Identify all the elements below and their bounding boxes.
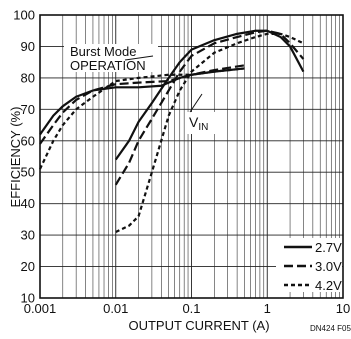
y-tick-label: 100	[13, 8, 35, 23]
series-layer	[39, 29, 305, 233]
legend: 2.7V 3.0V 4.2V	[276, 238, 342, 293]
y-tick-label: 40	[21, 196, 35, 211]
vin-label: VIN	[189, 114, 208, 133]
x-tick-label: 0.01	[103, 301, 128, 316]
y-tick-label: 10	[21, 291, 35, 306]
legend-label-2-7v: 2.7V	[315, 240, 342, 255]
series-line-4-2v-segment-2	[115, 32, 304, 233]
series-line-4-2v-segment-1	[39, 67, 245, 170]
y-tick-label: 90	[21, 39, 35, 54]
vin-label-bg	[186, 112, 216, 134]
series-line-2-7v-segment-2	[114, 29, 305, 161]
x-axis-title: OUTPUT CURRENT (A)	[128, 318, 269, 333]
series-line-3-0v-segment-2	[114, 29, 305, 186]
tick-labels: 0.001 0.01 0.1 1 10 10 20 30 40 50 60 70 80 90 100	[13, 8, 350, 317]
axis-frame	[39, 14, 344, 299]
y-tick-label: 70	[21, 102, 35, 117]
x-tick-label: 0.1	[182, 301, 200, 316]
y-axis-title: EFFICIENCY (%)	[8, 107, 23, 208]
legend-label-3-0v: 3.0V	[315, 259, 342, 274]
vin-arrow	[189, 93, 203, 113]
series-line-3-0v-segment-1	[39, 64, 245, 145]
x-tick-label: 0.001	[24, 301, 57, 316]
plot-frame	[39, 14, 344, 299]
x-tick-label: 1	[264, 301, 271, 316]
burst-mode-arrow	[124, 55, 154, 61]
burst-mode-label-line2: OPERATION	[70, 58, 146, 73]
figure-id: DN424 F05	[310, 324, 351, 333]
y-tick-label: 20	[21, 259, 35, 274]
vin-label-sub: IN	[198, 122, 208, 133]
x-tick-label: 10	[336, 301, 350, 316]
legend-label-4-2v: 4.2V	[315, 278, 342, 293]
y-tick-label: 80	[21, 70, 35, 85]
y-tick-label: 30	[21, 228, 35, 243]
y-tick-label: 60	[21, 133, 35, 148]
vin-label-main: V	[189, 114, 199, 130]
y-tick-label: 50	[21, 165, 35, 180]
burst-mode-label-line1: Burst Mode	[70, 44, 136, 59]
